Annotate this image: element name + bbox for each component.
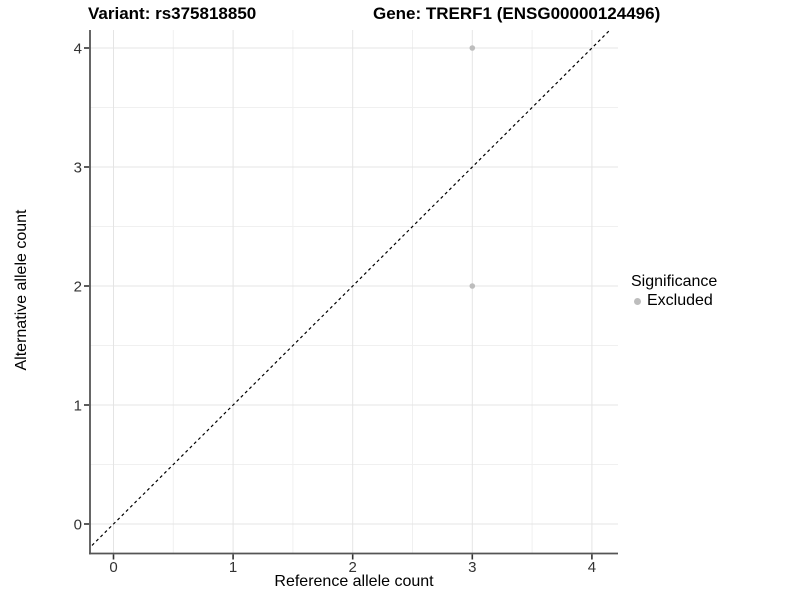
y-tick-label: 3	[74, 160, 82, 177]
x-tick-label: 1	[229, 559, 237, 576]
x-axis-title: Reference allele count	[274, 573, 434, 590]
x-tick-label: 0	[109, 559, 117, 576]
y-tick-label: 0	[74, 517, 82, 534]
data-point	[469, 45, 476, 51]
x-tick-label: 3	[468, 559, 476, 576]
x-tick-label: 4	[588, 559, 596, 576]
y-axis-title: Alternative allele count	[13, 209, 30, 371]
x-tick-label: 2	[349, 559, 357, 576]
excluded-point-icon	[634, 297, 641, 305]
legend-item-label: Excluded	[647, 292, 713, 309]
y-tick-label: 4	[74, 41, 82, 58]
y-tick-label: 2	[74, 279, 82, 296]
data-point	[469, 283, 476, 289]
legend-item-excluded: Excluded	[634, 292, 717, 310]
legend-title: Significance	[631, 273, 718, 290]
plot-title-gene: Gene: TRERF1 (ENSG00000124496)	[373, 4, 661, 23]
plot-title-variant: Variant: rs375818850	[88, 4, 257, 23]
identity-dashed-line	[90, 30, 611, 549]
y-tick-label: 1	[74, 398, 82, 415]
legend: Significance Excluded	[631, 272, 717, 310]
